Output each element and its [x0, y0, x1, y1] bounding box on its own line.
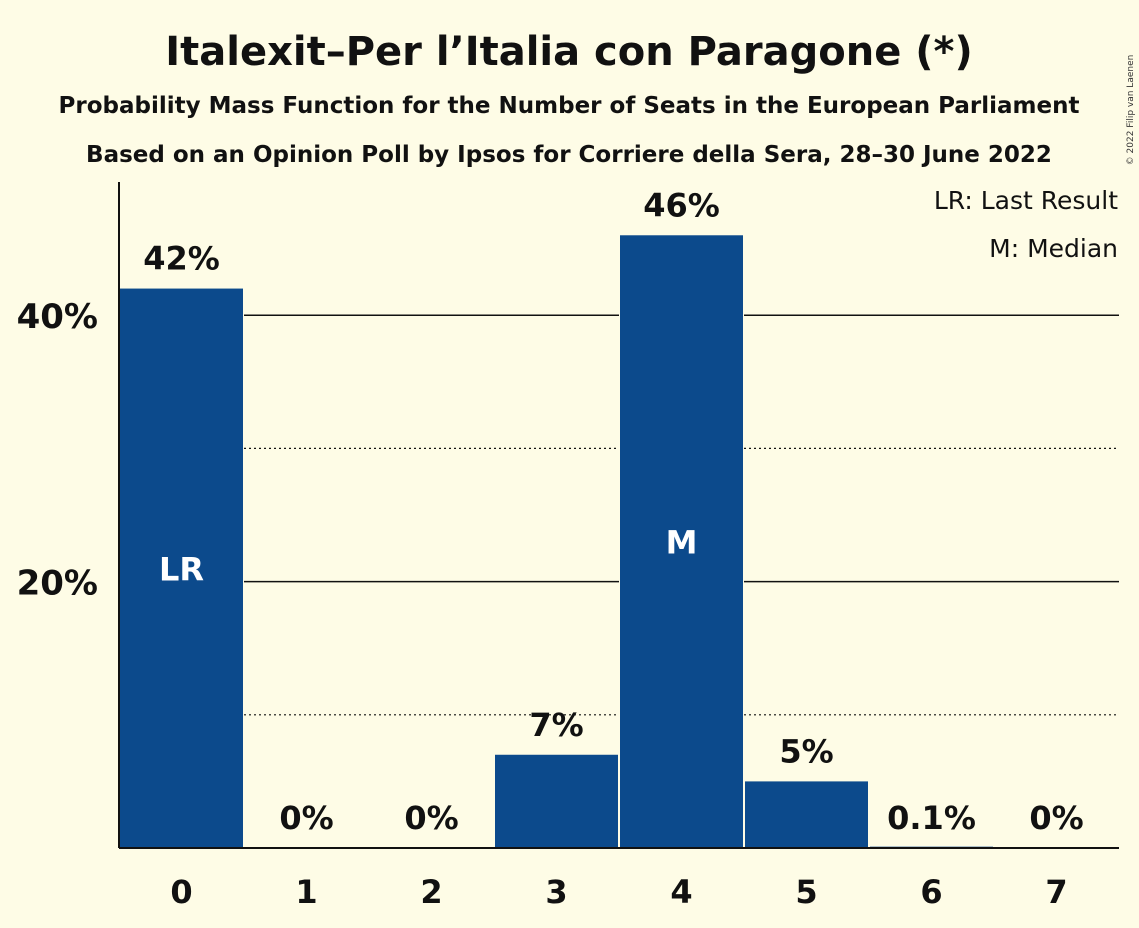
x-tick-label-5: 5 [795, 873, 817, 911]
value-label-4: 46% [643, 186, 720, 224]
value-label-5: 5% [779, 732, 833, 770]
x-tick-label-6: 6 [920, 873, 942, 911]
value-label-2: 0% [404, 799, 458, 837]
y-tick-label-40: 40% [17, 297, 98, 337]
x-tick-label-2: 2 [420, 873, 442, 911]
chart-subtitle-2: Based on an Opinion Poll by Ipsos for Co… [86, 142, 1052, 168]
legend-last-result: LR: Last Result [934, 186, 1118, 215]
labels: 20% 40% 42% 0 LR 0% 1 0% 2 7% 3 46% 4 M 5% 5 0.1% 6 0% 7 [17, 186, 1084, 911]
value-label-3: 7% [529, 706, 583, 744]
bar-5 [745, 781, 868, 848]
y-tick-label-20: 20% [17, 564, 98, 604]
bar-3 [495, 754, 618, 848]
x-tick-label-0: 0 [170, 873, 192, 911]
value-label-7: 0% [1029, 799, 1083, 837]
value-label-1: 0% [279, 799, 333, 837]
x-tick-label-1: 1 [295, 873, 317, 911]
axes [118, 182, 1119, 849]
bar-marker-lr: LR [159, 550, 204, 588]
value-label-0: 42% [143, 240, 220, 278]
value-label-6: 0.1% [887, 799, 976, 837]
copyright-text: © 2022 Filip van Laenen [1126, 55, 1136, 166]
x-tick-label-4: 4 [670, 873, 692, 911]
x-tick-label-3: 3 [545, 873, 567, 911]
bar-4 [620, 235, 743, 848]
legend-median: M: Median [989, 234, 1118, 263]
chart-title: Italexit–Per l’Italia con Paragone (*) [165, 29, 972, 75]
bar-marker-m: M [666, 524, 698, 562]
chart-subtitle: Probability Mass Function for the Number… [59, 93, 1080, 119]
bars [119, 235, 994, 848]
bar-0 [120, 288, 243, 848]
x-tick-label-7: 7 [1045, 873, 1067, 911]
